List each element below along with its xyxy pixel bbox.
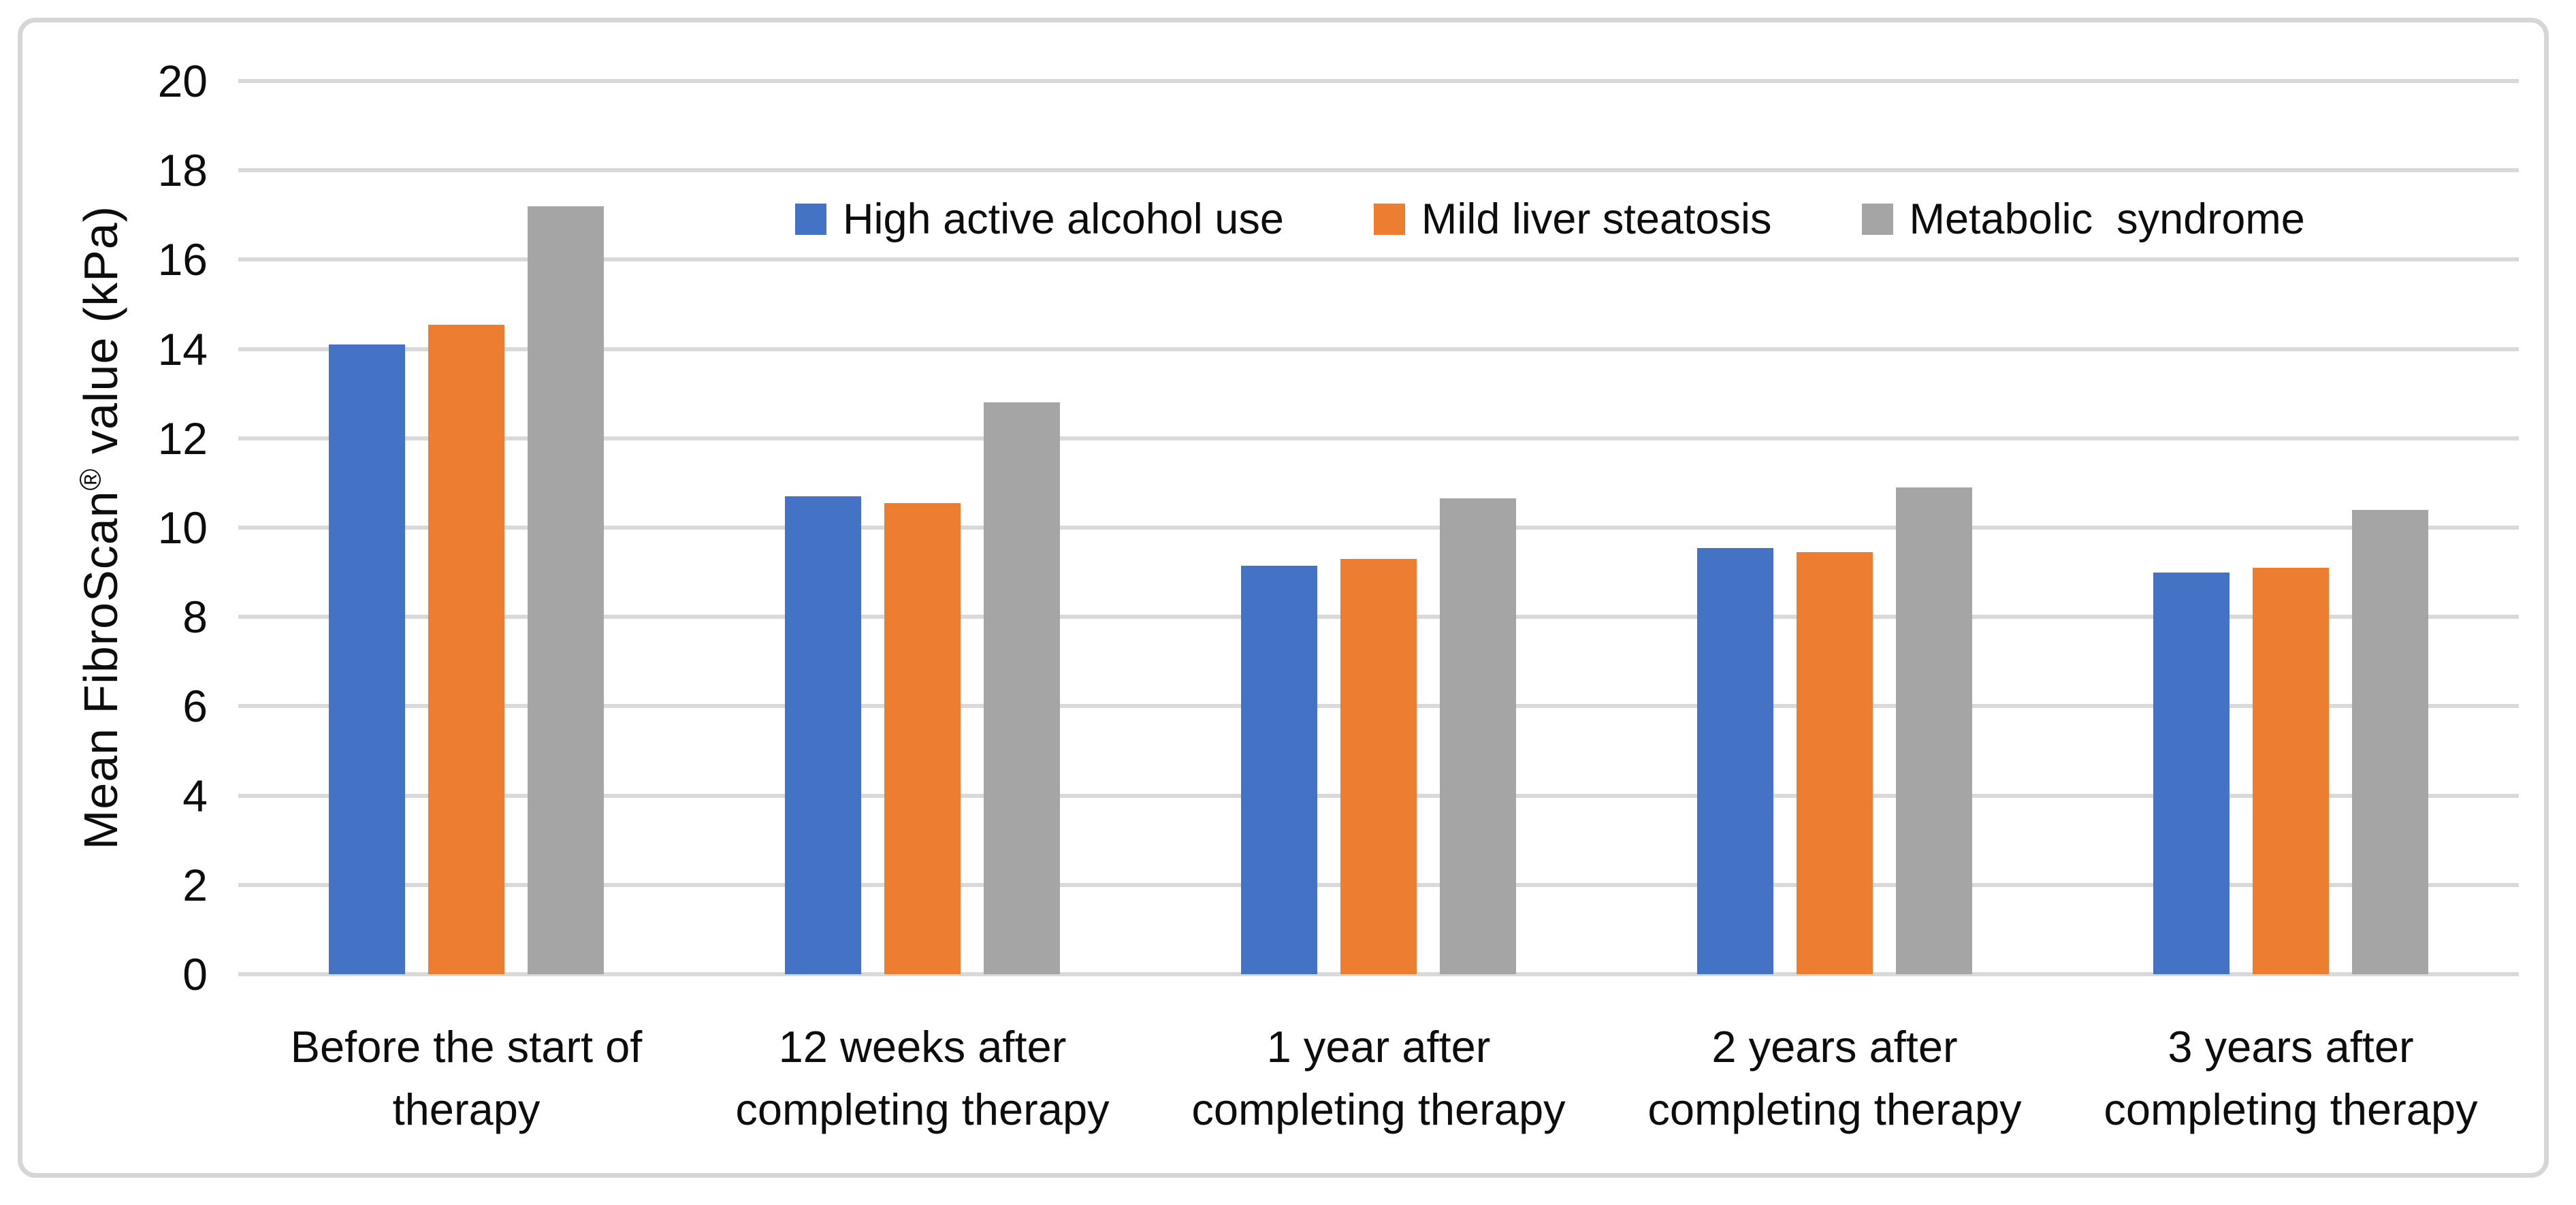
bar-mild-liver-steatosis-group-2 [884, 502, 961, 974]
gridline-y-14 [238, 347, 2519, 351]
x-category-label-3: 1 year after completing therapy [1191, 1022, 1566, 1134]
y-tick-label-12: 12 [157, 413, 208, 464]
bar-metabolic-syndrome-group-1 [528, 206, 604, 974]
y-tick-label-14: 14 [157, 323, 208, 374]
bar-group-4 [1607, 81, 2063, 974]
y-tick-label-10: 10 [157, 502, 208, 553]
y-tick-label-0: 0 [182, 949, 208, 999]
y-tick-label-16: 16 [157, 234, 208, 285]
bar-high-active-alcohol-use-group-5 [2153, 572, 2229, 974]
bar-high-active-alcohol-use-group-2 [785, 496, 861, 974]
legend-color-swatch-icon [1373, 204, 1405, 235]
legend: High active alcohol use Mild liver steato… [795, 188, 2305, 251]
gridline-y-0 [238, 972, 2519, 976]
legend-item-metabolic-syndrome: Metabolic syndrome [1861, 195, 2305, 244]
bar-mild-liver-steatosis-group-1 [428, 324, 504, 974]
bar-high-active-alcohol-use-group-1 [329, 344, 405, 974]
y-tick-label-18: 18 [157, 145, 208, 196]
y-tick-label-20: 20 [157, 56, 208, 106]
gridline-y-12 [238, 436, 2519, 440]
bar-group-5 [2063, 81, 2519, 974]
legend-label: Metabolic syndrome [1909, 195, 2305, 243]
gridline-y-16 [238, 257, 2519, 262]
bar-group-1 [238, 81, 694, 974]
y-tick-label-4: 4 [182, 770, 208, 821]
bar-metabolic-syndrome-group-4 [1896, 487, 1972, 974]
x-category-label-2: 12 weeks after completing therapy [735, 1022, 1110, 1134]
bar-group-3 [1150, 81, 1607, 974]
plot-area [238, 79, 2519, 976]
bar-group-2 [694, 81, 1150, 974]
gridline-y-20 [238, 79, 2519, 83]
legend-item-high-active-alcohol-use: High active alcohol use [795, 195, 1284, 244]
bar-mild-liver-steatosis-group-3 [1340, 558, 1417, 974]
legend-item-mild-liver-steatosis: Mild liver steatosis [1373, 195, 1772, 244]
bar-metabolic-syndrome-group-5 [2352, 509, 2428, 974]
legend-label: High active alcohol use [843, 195, 1284, 243]
gridline-y-18 [238, 168, 2519, 173]
y-tick-label-2: 2 [182, 859, 208, 910]
bar-mild-liver-steatosis-group-4 [1797, 552, 1873, 974]
bar-groups [238, 81, 2519, 974]
legend-color-swatch-icon [795, 204, 826, 235]
bar-metabolic-syndrome-group-2 [984, 402, 1060, 974]
legend-color-swatch-icon [1861, 204, 1893, 235]
x-category-label-1: Before the start of therapy [290, 1022, 643, 1134]
bar-metabolic-syndrome-group-3 [1440, 498, 1516, 974]
gridline-y-10 [238, 526, 2519, 530]
y-tick-label-8: 8 [182, 592, 208, 643]
x-category-label-5: 3 years after completing therapy [2104, 1022, 2478, 1134]
bar-mild-liver-steatosis-group-5 [2253, 568, 2329, 974]
y-tick-label-6: 6 [182, 681, 208, 732]
legend-label: Mild liver steatosis [1421, 195, 1772, 243]
x-category-label-4: 2 years after completing therapy [1647, 1022, 2022, 1134]
x-axis-labels: Before the start of therapy 12 weeks afte… [238, 1016, 2519, 1141]
bar-high-active-alcohol-use-group-3 [1241, 565, 1317, 974]
bar-high-active-alcohol-use-group-4 [1697, 547, 1773, 974]
y-axis-tick-labels: 0 2 4 6 8 10 12 14 16 18 20 [82, 56, 208, 999]
